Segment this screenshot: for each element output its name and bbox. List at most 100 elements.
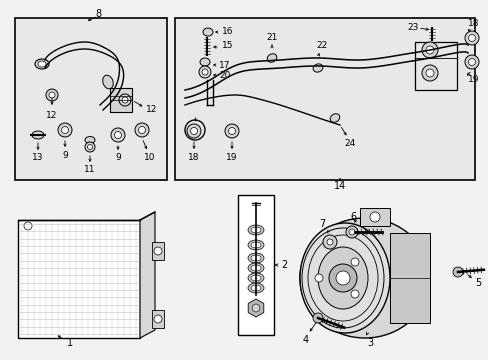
Circle shape: [114, 131, 121, 139]
Circle shape: [138, 126, 145, 134]
Text: 23: 23: [407, 22, 418, 31]
Polygon shape: [18, 220, 140, 338]
Text: 20: 20: [219, 72, 230, 81]
Ellipse shape: [250, 275, 261, 281]
Circle shape: [122, 97, 128, 103]
Ellipse shape: [299, 218, 429, 338]
Circle shape: [202, 69, 207, 75]
Circle shape: [119, 94, 131, 106]
Ellipse shape: [250, 255, 261, 261]
Text: 15: 15: [222, 41, 233, 50]
Ellipse shape: [200, 58, 209, 66]
Text: 5: 5: [474, 278, 480, 288]
Circle shape: [346, 226, 357, 238]
Circle shape: [323, 235, 336, 249]
Bar: [175, 18, 474, 180]
Ellipse shape: [250, 265, 261, 271]
Circle shape: [350, 290, 358, 298]
Circle shape: [328, 264, 356, 292]
Ellipse shape: [329, 114, 339, 122]
Ellipse shape: [317, 247, 367, 309]
Circle shape: [24, 222, 32, 230]
Bar: [152, 310, 163, 328]
Polygon shape: [248, 299, 263, 317]
Circle shape: [421, 42, 437, 58]
Circle shape: [468, 35, 474, 41]
Bar: [389, 233, 429, 323]
Bar: [15, 18, 167, 180]
Bar: [110, 88, 132, 112]
Ellipse shape: [250, 285, 261, 291]
Circle shape: [348, 229, 354, 235]
Circle shape: [326, 239, 332, 245]
Circle shape: [464, 55, 478, 69]
Text: 3: 3: [366, 338, 372, 348]
Text: 13: 13: [32, 153, 43, 162]
Ellipse shape: [247, 273, 264, 283]
Circle shape: [369, 212, 379, 222]
Ellipse shape: [247, 225, 264, 235]
Ellipse shape: [312, 64, 322, 72]
Circle shape: [464, 31, 478, 45]
Text: 18: 18: [468, 19, 479, 28]
Text: 6: 6: [349, 212, 355, 222]
Text: 2: 2: [280, 260, 286, 270]
Bar: [238, 195, 273, 335]
Circle shape: [421, 65, 437, 81]
Text: 17: 17: [219, 60, 230, 69]
Ellipse shape: [247, 240, 264, 250]
Circle shape: [468, 58, 474, 66]
Text: 8: 8: [95, 9, 101, 19]
Ellipse shape: [266, 54, 276, 62]
Ellipse shape: [102, 75, 113, 89]
Text: 12: 12: [146, 105, 157, 114]
Circle shape: [154, 247, 162, 255]
Text: 7: 7: [318, 219, 325, 229]
Ellipse shape: [35, 59, 49, 69]
Circle shape: [228, 127, 235, 135]
Circle shape: [61, 126, 68, 134]
Circle shape: [87, 144, 92, 149]
Ellipse shape: [203, 28, 213, 36]
Bar: [152, 242, 163, 260]
Text: 9: 9: [115, 153, 121, 162]
Text: 19: 19: [226, 153, 237, 162]
Circle shape: [314, 274, 323, 282]
Polygon shape: [140, 212, 155, 338]
Text: 19: 19: [468, 76, 479, 85]
Text: 18: 18: [188, 153, 199, 162]
Circle shape: [251, 304, 260, 312]
Circle shape: [135, 123, 149, 137]
Circle shape: [46, 89, 58, 101]
Ellipse shape: [38, 61, 46, 67]
Ellipse shape: [85, 136, 95, 144]
Text: 16: 16: [222, 27, 233, 36]
Ellipse shape: [247, 253, 264, 263]
Circle shape: [49, 92, 55, 98]
Text: 22: 22: [316, 40, 327, 49]
Text: 24: 24: [344, 139, 355, 148]
Circle shape: [312, 313, 323, 323]
Text: 9: 9: [62, 150, 68, 159]
Ellipse shape: [247, 263, 264, 273]
Text: 14: 14: [333, 181, 346, 191]
Circle shape: [224, 124, 239, 138]
Bar: [414, 42, 456, 90]
Circle shape: [335, 271, 349, 285]
Circle shape: [199, 66, 210, 78]
Circle shape: [452, 267, 462, 277]
Circle shape: [58, 123, 72, 137]
Circle shape: [425, 69, 433, 77]
Text: 1: 1: [67, 338, 73, 348]
Ellipse shape: [32, 131, 44, 139]
Text: 10: 10: [144, 153, 156, 162]
Ellipse shape: [250, 242, 261, 248]
Ellipse shape: [247, 283, 264, 293]
Text: 11: 11: [84, 166, 96, 175]
Circle shape: [425, 46, 433, 54]
Text: 21: 21: [266, 33, 277, 42]
Text: 4: 4: [303, 335, 308, 345]
Text: 12: 12: [46, 111, 58, 120]
Ellipse shape: [299, 223, 389, 333]
Ellipse shape: [250, 227, 261, 233]
